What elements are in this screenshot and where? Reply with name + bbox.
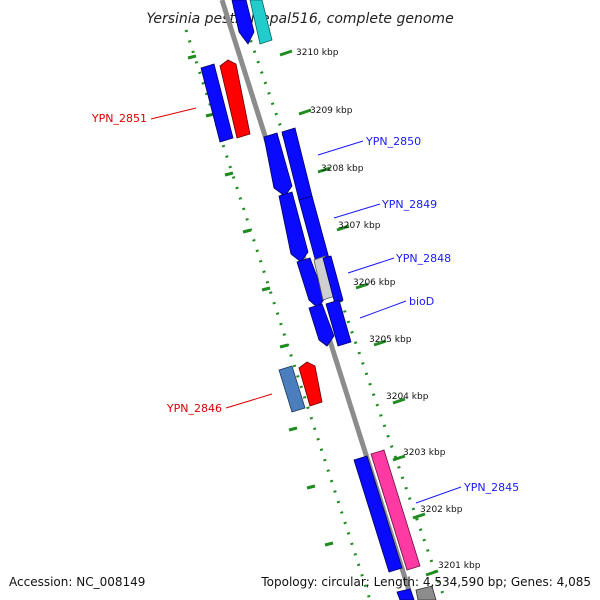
gene-cds-biod-a[interactable]	[308, 303, 335, 347]
gene-cds-ypn2846-a[interactable]	[278, 365, 306, 413]
leader-ypn2846	[225, 393, 273, 409]
gene-label-ypn2846[interactable]: YPN_2846	[166, 402, 222, 415]
gene-cds-biod[interactable]	[325, 299, 352, 347]
gene-cds-ypn2846[interactable]	[298, 361, 323, 407]
kbp-label: 3206 kbp	[353, 278, 396, 288]
left-tick-marks	[187, 54, 334, 547]
gene-label-ypn2848[interactable]: YPN_2848	[395, 252, 451, 265]
gene-label-ypn2851[interactable]: YPN_2851	[91, 112, 147, 125]
gene-cds-top-blue[interactable]	[231, 0, 255, 45]
kbp-tick-marks	[279, 49, 439, 577]
kbp-label: 3207 kbp	[338, 221, 381, 231]
leader-ypn2848	[347, 257, 395, 274]
genome-summary: Topology: circular; Length: 4,534,590 bp…	[260, 575, 591, 589]
kbp-label: 3205 kbp	[369, 335, 412, 345]
gene-cds-ypn2851-a[interactable]	[200, 63, 234, 143]
gene-label-ypn2845[interactable]: YPN_2845	[463, 481, 519, 494]
leader-biod	[359, 300, 407, 319]
kbp-label: 3203 kbp	[403, 448, 446, 458]
gene-label-biod[interactable]: bioD	[409, 295, 434, 308]
gene-cds-bottom-grey[interactable]	[415, 585, 437, 600]
kbp-label: 3204 kbp	[386, 392, 429, 402]
inner-track-dots	[245, 29, 447, 600]
gene-cds-top-cyan[interactable]	[249, 0, 273, 45]
accession-label: Accession: NC_008149	[9, 575, 145, 589]
gene-cds-bottom-blue[interactable]	[396, 588, 415, 600]
kbp-label: 3210 kbp	[296, 48, 339, 58]
leader-ypn2850	[317, 140, 364, 156]
gene-cds-ypn2845[interactable]	[370, 449, 421, 571]
leader-ypn2845	[415, 486, 462, 504]
gene-cds-ypn2850-a[interactable]	[263, 132, 293, 197]
map-title: Yersinia pestis Nepal516, complete genom…	[146, 11, 453, 27]
kbp-label: 3201 kbp	[438, 561, 481, 571]
leader-ypn2849	[333, 203, 381, 219]
gene-label-ypn2849[interactable]: YPN_2849	[381, 198, 437, 211]
kbp-label: 3208 kbp	[321, 164, 364, 174]
kbp-label: 3202 kbp	[420, 505, 463, 515]
gene-cds-ypn2848-a[interactable]	[296, 257, 326, 309]
gene-label-ypn2850[interactable]: YPN_2850	[365, 135, 421, 148]
leader-ypn2851	[150, 107, 197, 120]
kbp-label: 3209 kbp	[310, 106, 353, 116]
gene-cds-ypn2845-a[interactable]	[353, 455, 403, 573]
gene-cds-ypn2848[interactable]	[322, 255, 344, 305]
gene-cds-ypn2851[interactable]	[219, 59, 251, 139]
gene-cds-ypn2849-a[interactable]	[278, 191, 309, 263]
